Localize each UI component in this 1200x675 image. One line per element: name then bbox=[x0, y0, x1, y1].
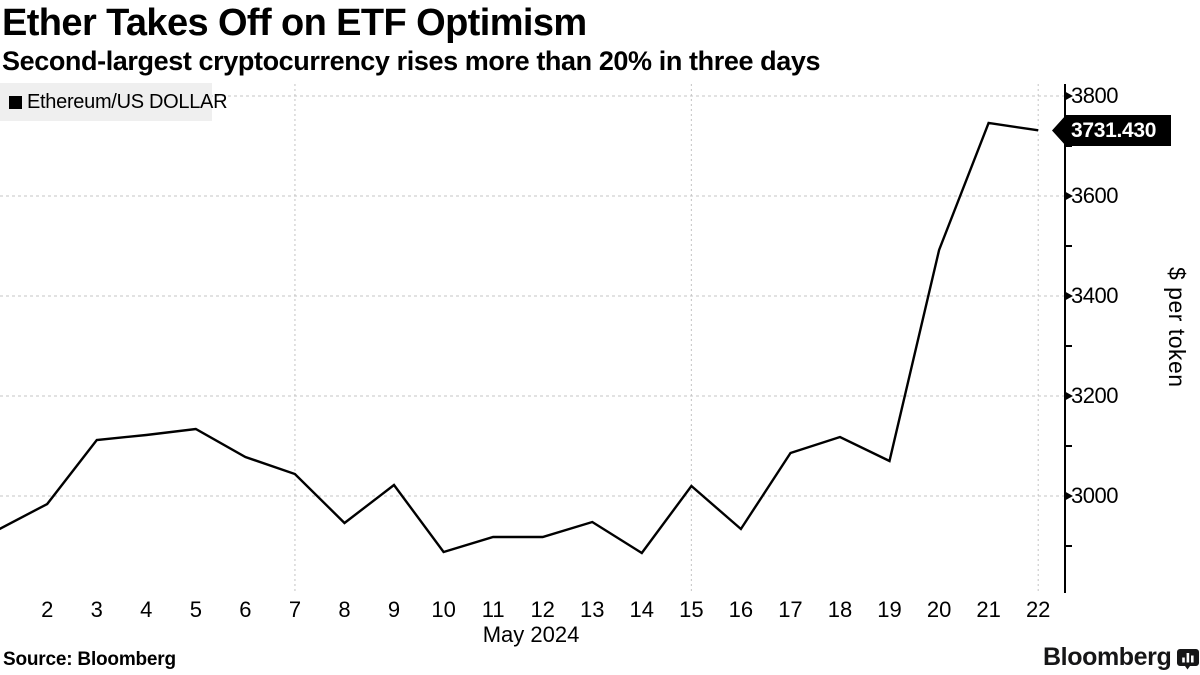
y-major-tick bbox=[1064, 391, 1073, 401]
chart-subtitle: Second-largest cryptocurrency rises more… bbox=[2, 46, 821, 76]
last-price-value: 3731.430 bbox=[1071, 119, 1157, 142]
x-tick-label: 14 bbox=[629, 597, 655, 622]
y-tick-label: 3600 bbox=[1071, 183, 1118, 208]
x-tick-label: 7 bbox=[288, 597, 302, 622]
chart-title: Ether Takes Off on ETF Optimism bbox=[2, 2, 587, 44]
y-major-tick bbox=[1064, 291, 1073, 301]
x-tick-label: 5 bbox=[189, 597, 202, 622]
bloomberg-logo-text: Bloomberg bbox=[1043, 643, 1172, 671]
bloomberg-terminal-icon bbox=[1177, 649, 1200, 670]
y-tick-label: 3400 bbox=[1071, 283, 1118, 308]
legend: Ethereum/US DOLLAR bbox=[0, 83, 228, 121]
last-price-badge: 3731.430 bbox=[1052, 115, 1171, 146]
x-tick-label: 15 bbox=[679, 597, 704, 622]
x-tick-label: 22 bbox=[1025, 597, 1051, 622]
source-note: Source: Bloomberg bbox=[3, 649, 176, 670]
x-tick-label: 18 bbox=[827, 597, 853, 622]
y-major-tick bbox=[1064, 191, 1073, 201]
x-tick-label: 2 bbox=[41, 597, 54, 622]
legend-series-marker-icon bbox=[9, 95, 22, 109]
x-tick-label: 20 bbox=[926, 597, 952, 622]
bloomberg-logo: Bloomberg bbox=[1043, 643, 1200, 672]
y-major-tick bbox=[1064, 491, 1073, 501]
y-tick-label: 3000 bbox=[1071, 483, 1118, 508]
x-tick-label: 4 bbox=[140, 597, 153, 622]
y-major-tick bbox=[1064, 91, 1073, 101]
x-tick-label: 16 bbox=[728, 597, 754, 622]
x-tick-label: 10 bbox=[431, 597, 456, 622]
x-tick-label: 11 bbox=[481, 597, 505, 622]
x-tick-label: 3 bbox=[90, 597, 103, 622]
price-line-series bbox=[0, 121, 1039, 555]
x-tick-label: 17 bbox=[778, 597, 803, 622]
y-tick-label: 3800 bbox=[1071, 83, 1118, 108]
x-tick-label: 6 bbox=[239, 597, 252, 622]
x-axis-title: May 2024 bbox=[482, 622, 580, 647]
x-tick-label: 13 bbox=[580, 597, 605, 622]
y-tick-label: 3200 bbox=[1071, 383, 1118, 408]
x-tick-label: 9 bbox=[387, 597, 401, 622]
legend-series-label: Ethereum/US DOLLAR bbox=[27, 90, 228, 113]
y-axis-title: $ per token bbox=[1164, 267, 1190, 388]
x-tick-label: 21 bbox=[976, 597, 1001, 622]
x-tick-label: 19 bbox=[877, 597, 902, 622]
x-tick-label: 12 bbox=[530, 597, 555, 622]
x-tick-label: 8 bbox=[338, 597, 351, 622]
